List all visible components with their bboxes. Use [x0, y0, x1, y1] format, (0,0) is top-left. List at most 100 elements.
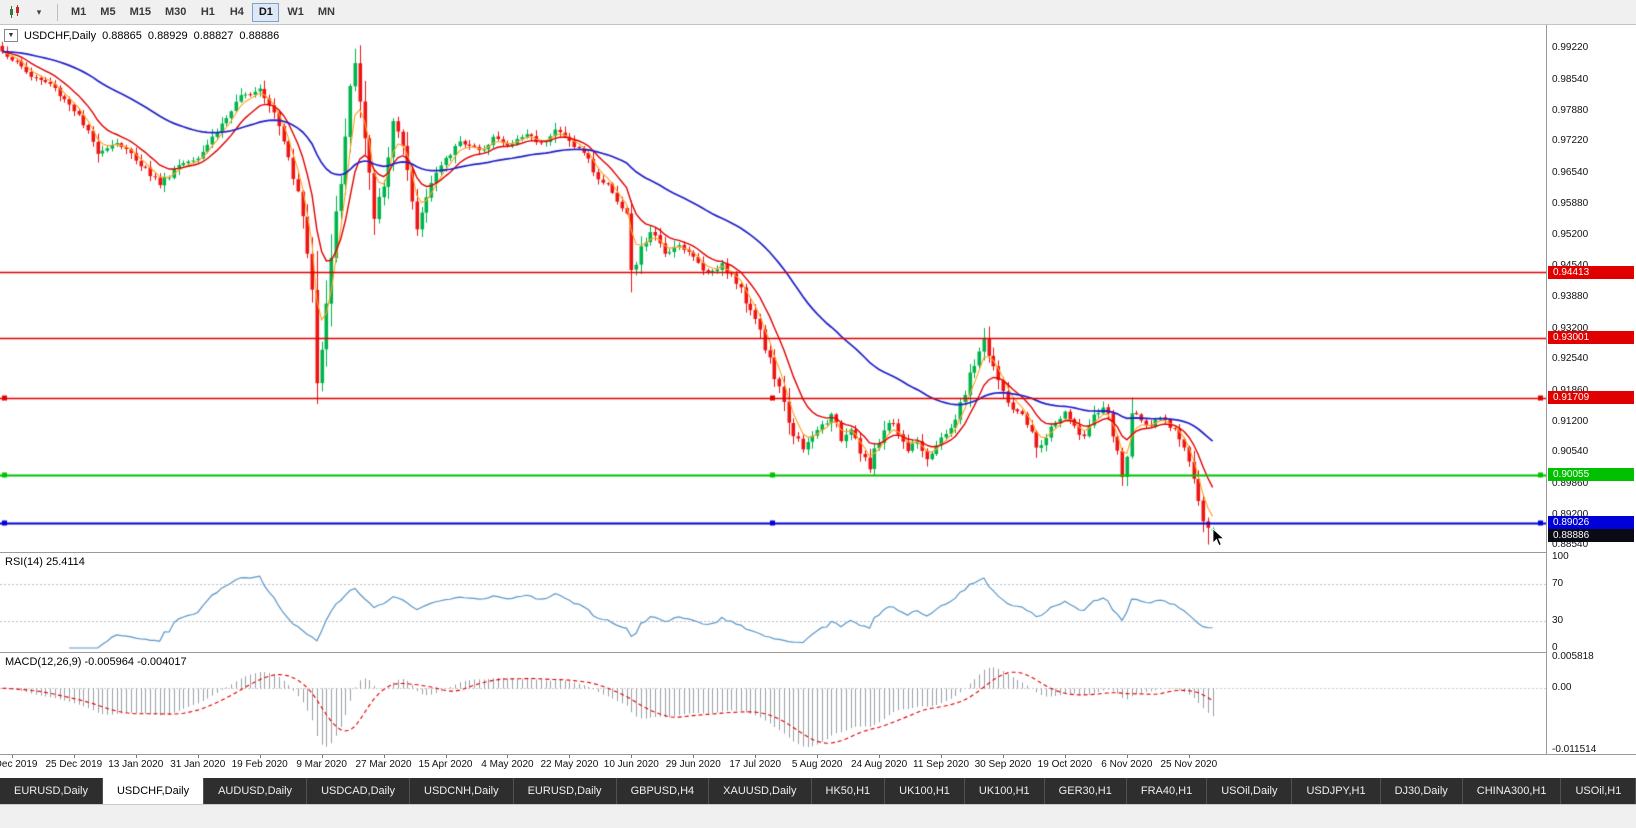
timeframe-button-h1[interactable]: H1 — [200, 6, 215, 18]
date-label: 31 Jan 2020 — [170, 759, 226, 770]
chart-collapse-button[interactable]: ▼ — [4, 29, 18, 42]
macd-scale-tick: -0.011514 — [1552, 744, 1597, 755]
date-tick — [631, 755, 632, 758]
date-label: 15 Apr 2020 — [418, 759, 473, 770]
hline-price-label: 0.89026 — [1548, 516, 1634, 530]
timeframe-button-m1[interactable]: M1 — [71, 6, 87, 18]
price-tick: 0.93200 — [1552, 322, 1589, 334]
symbol-tab-audusd-daily[interactable]: AUDUSD,Daily — [204, 778, 308, 804]
hline-price-label: 0.93001 — [1548, 331, 1634, 345]
date-label: 25 Dec 2019 — [45, 759, 103, 770]
date-label: 4 May 2020 — [481, 759, 534, 770]
date-label: 19 Oct 2020 — [1037, 759, 1093, 770]
rsi-indicator-canvas[interactable] — [0, 553, 1546, 652]
date-tick — [1127, 755, 1128, 758]
price-tick: 0.93880 — [1552, 290, 1589, 302]
price-tick: 0.88540 — [1552, 539, 1589, 551]
ohlc-low: 0.88827 — [193, 29, 234, 42]
date-tick — [941, 755, 942, 758]
rsi-label: RSI(14) 25.4114 — [5, 556, 85, 568]
symbol-tab-dj30-daily[interactable]: DJ30,Daily — [1381, 778, 1463, 804]
date-tick — [1003, 755, 1004, 758]
date-tick — [260, 755, 261, 758]
date-tick — [74, 755, 75, 758]
symbol-tab-usoil-daily[interactable]: USOil,Daily — [1207, 778, 1293, 804]
current-price-label: 0.88886 — [1548, 529, 1634, 543]
chart-type-icon[interactable] — [4, 3, 26, 22]
panel-separator[interactable] — [0, 652, 1636, 653]
symbol-tab-gbpusd-h4[interactable]: GBPUSD,H4 — [617, 778, 710, 804]
symbol-tab-usdcad-daily[interactable]: USDCAD,Daily — [307, 778, 411, 804]
date-tick — [1065, 755, 1066, 758]
date-tick — [12, 755, 13, 758]
timeframe-toolbar: ▾ M1 M5 M15 M30 H1 H4 D1 W1 MN — [0, 0, 1636, 25]
price-tick: 0.92540 — [1552, 353, 1589, 365]
date-label: 17 Jul 2020 — [729, 759, 782, 770]
date-tick — [1189, 755, 1190, 758]
symbol-tab-uk100-h1[interactable]: UK100,H1 — [885, 778, 965, 804]
date-label: 24 Aug 2020 — [850, 759, 908, 770]
date-label: 22 May 2020 — [540, 759, 599, 770]
symbol-tab-usoil-h1[interactable]: USOil,H1 — [1561, 778, 1636, 804]
price-tick: 0.97880 — [1552, 104, 1589, 116]
rsi-scale-tick: 100 — [1552, 551, 1569, 562]
date-tick — [569, 755, 570, 758]
date-label: 19 Feb 2020 — [231, 759, 288, 770]
symbol-tab-usdchf-daily[interactable]: USDCHF,Daily — [102, 778, 205, 804]
date-label: 25 Nov 2020 — [1160, 759, 1218, 770]
chart-header: ▼ USDCHF,Daily 0.88865 0.88929 0.88827 0… — [4, 29, 279, 42]
date-tick — [446, 755, 447, 758]
date-label: 13 Jan 2020 — [108, 759, 164, 770]
symbol-tab-fra40-h1[interactable]: FRA40,H1 — [1127, 778, 1208, 804]
hline-price-label: 0.91709 — [1548, 391, 1634, 405]
rsi-scale-tick: 0 — [1552, 642, 1558, 653]
price-tick: 0.90540 — [1552, 446, 1589, 458]
macd-label: MACD(12,26,9) -0.005964 -0.004017 — [5, 656, 187, 668]
price-tick: 0.91860 — [1552, 384, 1589, 396]
date-label: 9 Mar 2020 — [296, 759, 347, 770]
price-tick: 0.96540 — [1552, 167, 1589, 179]
date-tick — [755, 755, 756, 758]
panel-separator[interactable] — [0, 552, 1636, 553]
symbol-tab-china300-h1[interactable]: CHINA300,H1 — [1463, 778, 1562, 804]
date-label: 5 Aug 2020 — [791, 759, 843, 770]
date-label: 10 Jun 2020 — [603, 759, 659, 770]
symbol-tab-eurusd-daily[interactable]: EURUSD,Daily — [0, 778, 103, 804]
rsi-scale-tick: 30 — [1552, 614, 1564, 626]
timeframe-button-m30[interactable]: M30 — [164, 6, 187, 18]
symbol-tab-xauusd-daily[interactable]: XAUUSD,Daily — [709, 778, 812, 804]
date-label: 6 Dec 2019 — [0, 759, 38, 770]
symbol-tab-usdjpy-h1[interactable]: USDJPY,H1 — [1292, 778, 1381, 804]
price-scale[interactable]: 0.99220 0.98540 0.97880 0.97220 0.96540 0.958… — [1546, 25, 1636, 755]
price-tick: 0.89200 — [1552, 508, 1589, 520]
symbol-tab-hk50-h1[interactable]: HK50,H1 — [812, 778, 886, 804]
ohlc-close: 0.88886 — [239, 29, 280, 42]
date-tick — [507, 755, 508, 758]
symbol-tab-usdcnh-daily[interactable]: USDCNH,Daily — [410, 778, 514, 804]
rsi-scale-tick: 70 — [1552, 578, 1564, 590]
date-tick — [693, 755, 694, 758]
price-tick: 0.91200 — [1552, 415, 1589, 427]
symbol-tab-uk100-h1[interactable]: UK100,H1 — [965, 778, 1045, 804]
date-label: 29 Jun 2020 — [665, 759, 721, 770]
timeframe-button-w1[interactable]: W1 — [287, 6, 304, 18]
timeframe-button-m15[interactable]: M15 — [129, 6, 151, 18]
date-label: 6 Nov 2020 — [1101, 759, 1153, 770]
date-tick — [384, 755, 385, 758]
date-label: 11 Sep 2020 — [913, 759, 970, 770]
timeframe-button-mn[interactable]: MN — [317, 6, 335, 18]
macd-indicator-canvas[interactable] — [0, 653, 1546, 754]
time-axis[interactable]: 6 Dec 2019 25 Dec 2019 13 Jan 2020 31 Jan 2… — [0, 755, 1636, 778]
timeframe-button-h4[interactable]: H4 — [229, 6, 244, 18]
price-chart-canvas[interactable] — [0, 25, 1546, 552]
date-label: 27 Mar 2020 — [355, 759, 412, 770]
symbol-tab-eurusd-daily[interactable]: EURUSD,Daily — [514, 778, 617, 804]
price-tick: 0.95880 — [1552, 197, 1589, 209]
symbol-tab-ger30-h1[interactable]: GER30,H1 — [1045, 778, 1127, 804]
timeframe-button-d1[interactable]: D1 — [252, 2, 280, 22]
timeframe-button-m5[interactable]: M5 — [100, 6, 116, 18]
price-tick: 0.99220 — [1552, 42, 1589, 54]
dropdown-caret-icon[interactable]: ▾ — [36, 6, 42, 17]
timeframe-buttons: M1 M5 M15 M30 H1 H4 D1 W1 MN — [65, 2, 341, 22]
hline-price-label: 0.94413 — [1548, 265, 1634, 279]
